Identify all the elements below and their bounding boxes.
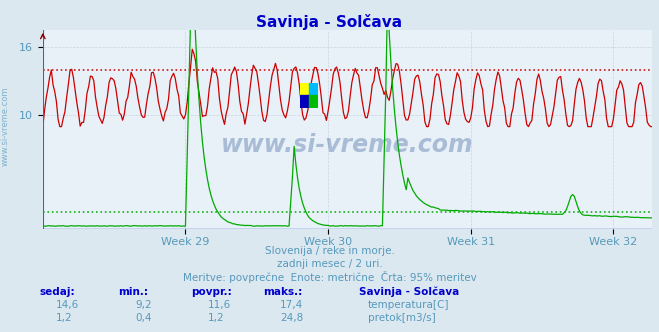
- Bar: [300, 83, 309, 96]
- Text: Week 29: Week 29: [161, 237, 210, 247]
- Text: sedaj:: sedaj:: [40, 287, 75, 297]
- Text: Savinja - Solčava: Savinja - Solčava: [256, 14, 403, 30]
- Text: Slovenija / reke in morje.: Slovenija / reke in morje.: [264, 246, 395, 256]
- Text: 24,8: 24,8: [280, 313, 303, 323]
- Text: 0,4: 0,4: [135, 313, 152, 323]
- Text: www.si-vreme.com: www.si-vreme.com: [1, 86, 10, 166]
- Text: 1,2: 1,2: [56, 313, 72, 323]
- Text: pretok[m3/s]: pretok[m3/s]: [368, 313, 436, 323]
- Bar: [309, 83, 318, 96]
- Text: Week 31: Week 31: [447, 237, 495, 247]
- Text: 1,2: 1,2: [208, 313, 224, 323]
- Text: maks.:: maks.:: [264, 287, 303, 297]
- Text: Week 30: Week 30: [304, 237, 352, 247]
- Text: 9,2: 9,2: [135, 300, 152, 310]
- Text: Savinja - Solčava: Savinja - Solčava: [359, 286, 459, 297]
- Text: povpr.:: povpr.:: [191, 287, 232, 297]
- Text: www.si-vreme.com: www.si-vreme.com: [221, 133, 474, 157]
- Text: zadnji mesec / 2 uri.: zadnji mesec / 2 uri.: [277, 259, 382, 269]
- Text: 11,6: 11,6: [208, 300, 231, 310]
- Text: Week 32: Week 32: [589, 237, 637, 247]
- Text: temperatura[C]: temperatura[C]: [368, 300, 449, 310]
- Text: 17,4: 17,4: [280, 300, 303, 310]
- Bar: [300, 96, 309, 108]
- Bar: [309, 96, 318, 108]
- Text: min.:: min.:: [119, 287, 149, 297]
- Text: 14,6: 14,6: [56, 300, 79, 310]
- Text: Meritve: povprečne  Enote: metrične  Črta: 95% meritev: Meritve: povprečne Enote: metrične Črta:…: [183, 271, 476, 283]
